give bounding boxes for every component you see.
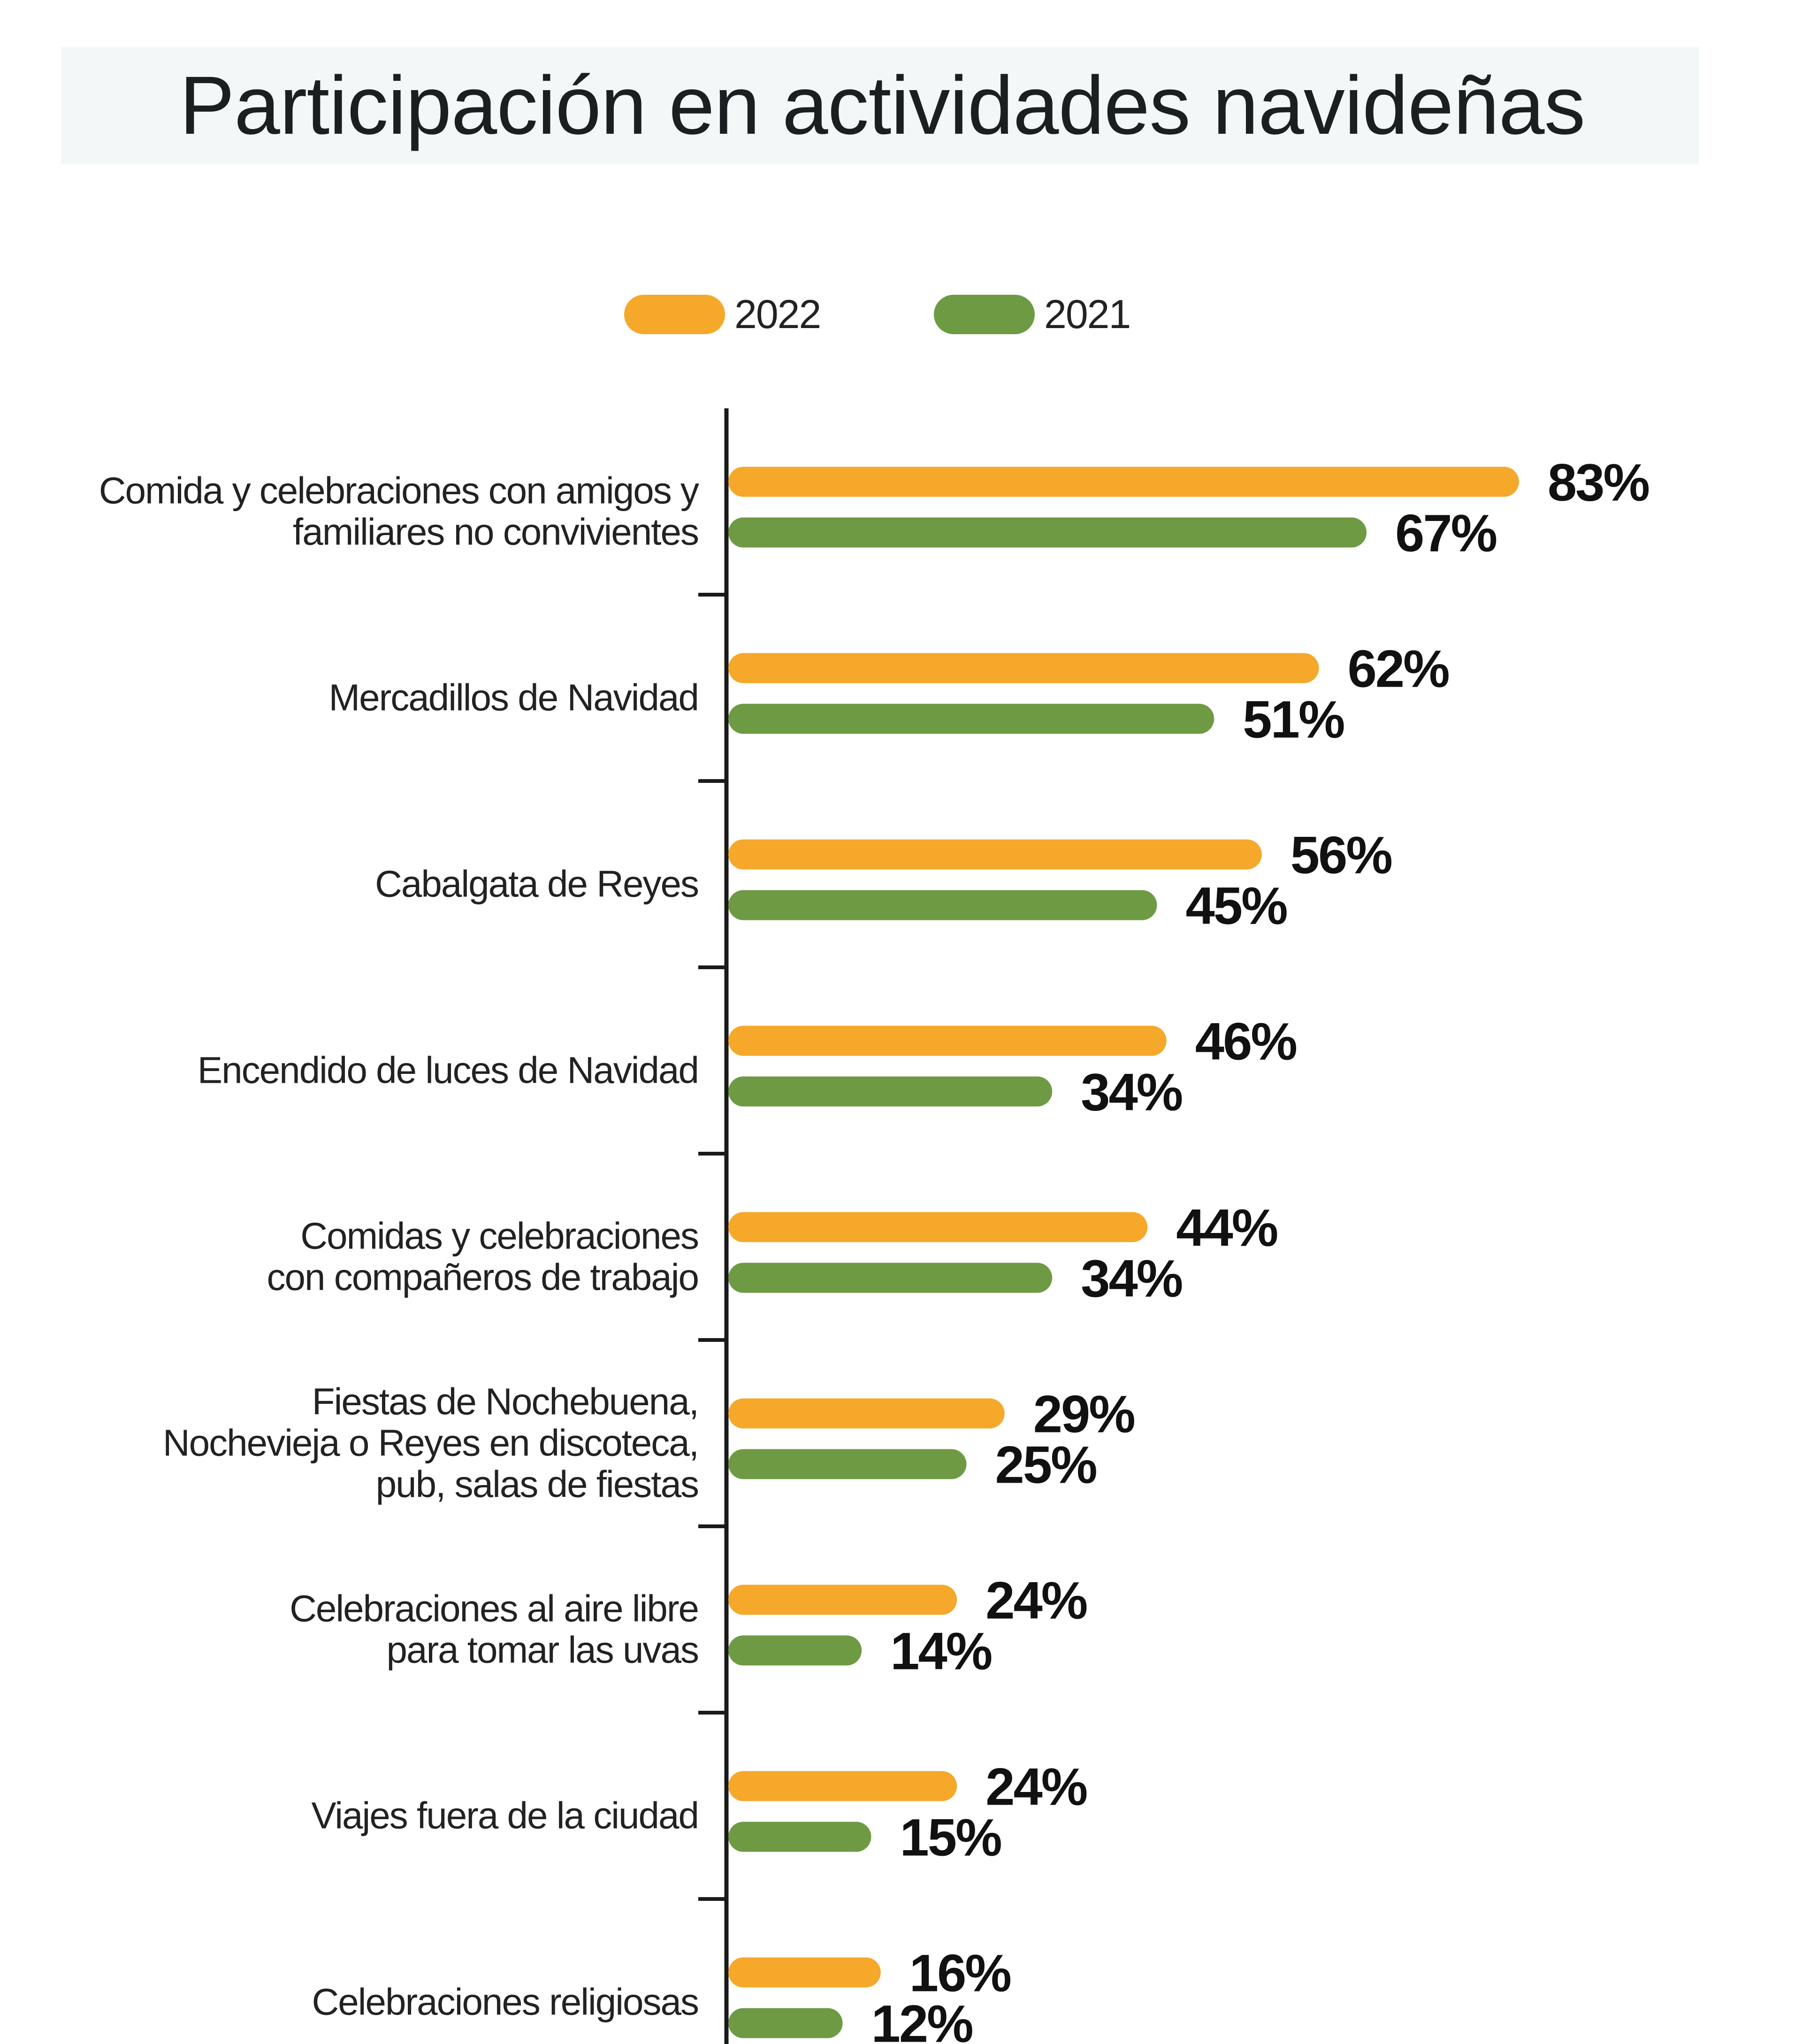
category-label: Mercadillos de Navidad [328, 677, 698, 719]
bar-2021 [728, 1635, 862, 1666]
bar-2022 [728, 839, 1262, 870]
bar-2021 [728, 890, 1157, 920]
category-label: Celebraciones al aire libre para tomar la… [290, 1588, 698, 1671]
category-label: Fiestas de Nochebuena, Nochevieja o Reyes… [163, 1381, 698, 1505]
category-label: Comida y celebraciones con amigos y famil… [99, 470, 699, 553]
category-label: Comidas y celebraciones con compañeros de… [267, 1215, 699, 1298]
bar-2022 [728, 1398, 1005, 1429]
bar-2022 [728, 1026, 1167, 1056]
value-label-2022: 24% [985, 1758, 1087, 1816]
bar-2021 [728, 1076, 1053, 1107]
title-band [61, 47, 1699, 164]
legend-label-2021: 2021 [1044, 292, 1131, 337]
legend-swatch-2022 [624, 295, 725, 334]
value-label-2022: 83% [1548, 453, 1649, 512]
value-label-2021: 14% [890, 1622, 992, 1681]
value-label-2022: 24% [985, 1571, 1087, 1630]
category-label: Cabalgata de Reyes [375, 863, 698, 905]
bar-2022 [728, 1585, 957, 1615]
legend-label-2022: 2022 [734, 292, 821, 337]
chart-title: Participación en actividades navideñas [179, 60, 1586, 152]
value-label-2022: 56% [1290, 826, 1392, 885]
value-label-2021: 67% [1395, 504, 1497, 563]
value-label-2021: 34% [1081, 1063, 1182, 1122]
value-label-2021: 15% [900, 1808, 1001, 1867]
value-label-2022: 44% [1176, 1199, 1277, 1257]
bar-2022 [728, 467, 1519, 497]
bar-2022 [728, 1957, 881, 1988]
value-label-2022: 16% [909, 1944, 1011, 2003]
bar-2022 [728, 1771, 957, 1801]
bar-2022 [728, 653, 1319, 683]
value-label-2022: 29% [1033, 1385, 1135, 1444]
bar-2021 [728, 704, 1214, 734]
value-label-2022: 46% [1195, 1012, 1297, 1071]
bar-2021 [728, 2008, 843, 2038]
bar-2021 [728, 517, 1367, 548]
value-label-2021: 51% [1243, 690, 1344, 749]
bar-2022 [728, 1212, 1148, 1242]
bar-2021 [728, 1822, 871, 1852]
value-label-2022: 62% [1348, 640, 1449, 698]
category-label: Encendido de luces de Navidad [198, 1049, 698, 1091]
category-label: Viajes fuera de la ciudad [311, 1795, 698, 1837]
value-label-2021: 34% [1081, 1249, 1182, 1308]
legend-swatch-2021 [934, 295, 1035, 334]
value-label-2021: 45% [1186, 877, 1287, 935]
value-label-2021: 25% [995, 1436, 1097, 1494]
bar-2021 [728, 1263, 1053, 1293]
value-label-2021: 12% [871, 1995, 973, 2044]
category-label: Celebraciones religiosas [312, 1981, 698, 2023]
bar-2021 [728, 1449, 967, 1479]
